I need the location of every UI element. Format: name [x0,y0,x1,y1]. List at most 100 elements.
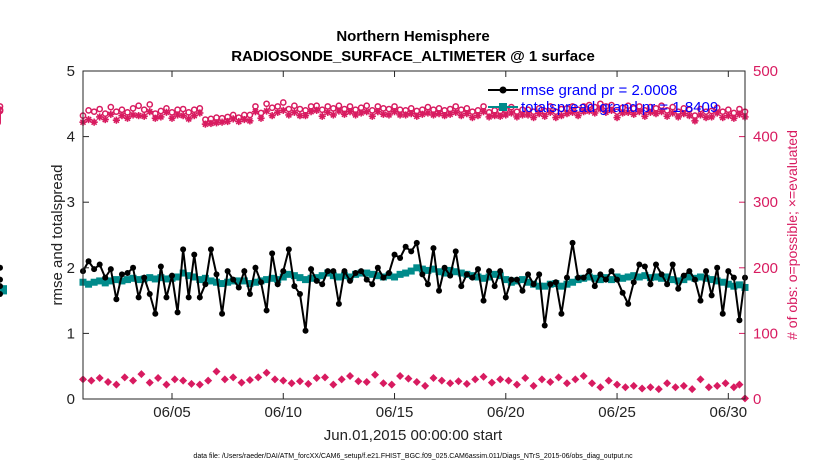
obs-evaluated-point [435,110,443,118]
legend: rmse grand pr = 2.0008 totalspread grand… [488,82,718,116]
rmse-point [0,276,3,283]
rmse-point [680,272,687,279]
totalspread-point [680,276,688,284]
obs-evaluated-point [574,112,582,120]
chart-title: Northern Hemisphere [336,28,489,45]
rmse-point [146,291,153,298]
obs-evaluated-point [552,113,560,122]
rmse-point [602,276,609,283]
rmse-point [658,271,665,278]
rmse-point [508,276,515,283]
x-tick-label: 06/30 [710,404,748,421]
rmse-point [269,250,276,257]
plot-area [83,71,745,399]
totalspread-point [646,274,654,282]
totalspread-point [279,273,287,281]
rmse-point [96,261,103,268]
rmse-point [591,283,598,290]
y2-tick-label: 400 [753,129,778,146]
y-tick-label: 4 [67,129,75,146]
obs-evaluated-point [652,110,660,118]
totalspread-point [268,274,276,282]
rmse-point [107,266,114,273]
data-file-footnote: data file: /Users/raeder/DAI/ATM_forcXX/… [193,453,633,460]
obs-evaluated-point [402,111,410,119]
rmse-point [391,251,398,258]
totalspread-point [235,277,243,285]
obs-evaluated-point [463,110,471,118]
obs-evaluated-point [390,108,399,116]
rmse-point [191,251,198,258]
totalspread-point [652,273,660,281]
obs-rejected-point [629,381,638,390]
obs-rejected-point [346,372,355,381]
rmse-point [563,274,570,281]
obs-evaluated-point [246,117,254,125]
obs-rejected-point [437,376,446,385]
rmse-point [647,281,654,288]
obs-evaluated-point [691,117,699,125]
rmse-point [363,276,370,283]
obs-evaluated-point [212,119,221,127]
obs-evaluated-point [224,117,232,126]
legend-entry-rmse: rmse grand pr = 2.0008 [521,82,677,99]
totalspread-point [541,282,549,290]
totalspread-point [118,277,126,285]
obs-rejected-point [245,375,254,384]
obs-rejected-point [462,379,471,388]
obs-evaluated-point [201,120,209,128]
obs-evaluated-point [530,113,538,122]
obs-possible-point [624,102,632,110]
totalspread-point [585,273,593,281]
rmse-point [697,297,704,304]
obs-evaluated-point [229,115,237,123]
obs-rejected-point [679,381,688,390]
obs-evaluated-point [713,109,721,117]
rmse-point [347,277,354,284]
obs-evaluated-point [485,113,493,121]
rmse-point [224,268,231,275]
rmse-point [402,243,409,250]
obs-evaluated-point [674,113,682,121]
obs-rejected-point [521,374,530,383]
obs-evaluated-point [452,108,460,116]
totalspread-point [730,282,738,290]
obs-evaluated-point [585,107,593,115]
obs-evaluated-point [624,108,632,116]
obs-rejected-point [696,375,705,384]
totalspread-point [452,268,460,276]
rmse-point [636,261,643,268]
obs-evaluated-point [363,108,371,116]
chart-subtitle: RADIOSONDE_SURFACE_ALTIMETER @ 1 surface [231,48,595,65]
obs-rejected-point [95,374,104,383]
totalspread-point [213,278,221,286]
obs-possible-point [0,107,4,115]
obs-rejected-point [329,380,338,389]
obs-evaluated-point [374,108,382,116]
obs-rejected-point [729,383,738,392]
rmse-point [614,276,621,283]
legend-marker-rmse [499,86,507,94]
totalspread-point [285,270,293,278]
obs-rejected-point [120,373,129,382]
rmse-point [324,268,331,275]
rmse-point [525,271,532,278]
rmse-point [458,283,465,290]
obs-rejected-point [588,379,597,388]
totalspread-point [674,277,682,285]
obs-evaluated-point [457,112,465,120]
obs-rejected-point [162,380,171,389]
rmse-point [714,264,721,271]
totalspread-point [702,274,710,282]
obs-possible-point [179,105,187,113]
obs-rejected-point [396,372,405,381]
totalspread-point [441,269,449,277]
rmse-point [474,266,481,273]
obs-possible-point [113,108,120,116]
y2-tick-label: 0 [753,391,761,408]
totalspread-point [446,266,454,274]
totalspread-point [607,276,615,284]
obs-rejected-point [195,380,204,389]
rmse-point [280,268,287,275]
totalspread-point [635,273,643,281]
